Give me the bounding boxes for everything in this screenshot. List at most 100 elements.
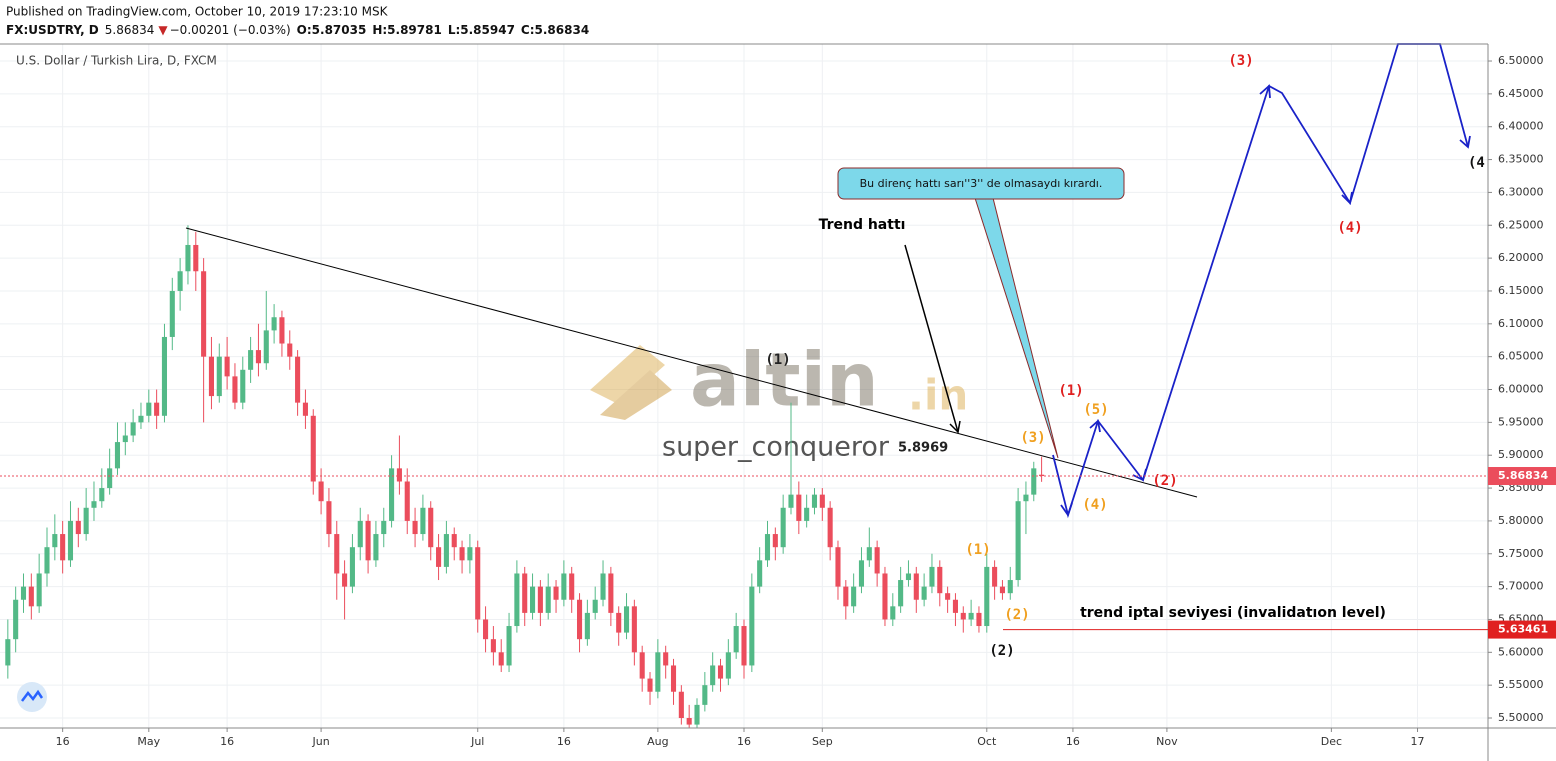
- candle-body: [44, 547, 50, 574]
- candle-body: [295, 356, 301, 403]
- x-tick-label: Dec: [1321, 735, 1342, 748]
- candle-body: [835, 547, 841, 587]
- candle-body: [13, 599, 19, 640]
- price-label-bg: [1488, 467, 1556, 486]
- candle-body: [263, 330, 269, 364]
- candle-body: [733, 626, 739, 653]
- wave-label: (1): [1058, 383, 1083, 399]
- chart-title: U.S. Dollar / Turkish Lira, D, FXCM: [16, 54, 217, 68]
- wave-label: (3): [1228, 53, 1253, 69]
- wave-label: (3): [1020, 430, 1045, 446]
- candle-body: [420, 507, 426, 535]
- candle-body: [52, 534, 58, 548]
- candle-body: [154, 402, 160, 416]
- y-tick-label: 6.10000: [1498, 317, 1544, 330]
- y-tick-label: 6.25000: [1498, 218, 1544, 231]
- x-tick-label: Nov: [1156, 735, 1178, 748]
- candle-body: [663, 652, 669, 666]
- candle-body: [804, 507, 810, 521]
- candle-body: [318, 481, 324, 502]
- wave-label: (4): [1337, 220, 1362, 236]
- candle-body: [404, 481, 410, 521]
- y-tick-label: 5.95000: [1498, 415, 1544, 428]
- candle-body: [631, 606, 637, 653]
- y-tick-label: 5.50000: [1498, 711, 1544, 724]
- candle-body: [717, 665, 724, 679]
- candle-body: [271, 317, 277, 331]
- callout-text: Bu direnç hattı sarı''3'' de olmasaydı k…: [860, 177, 1103, 190]
- candle-body: [655, 652, 661, 692]
- candle-body: [616, 612, 622, 633]
- candle-body: [561, 573, 567, 600]
- wave-label: (1): [965, 542, 990, 558]
- wave-label: (1): [765, 352, 790, 368]
- candle-body: [248, 350, 254, 370]
- candle-body: [522, 573, 528, 613]
- candle-body: [36, 573, 42, 607]
- arrow: ▼: [158, 23, 168, 37]
- candle-body: [811, 494, 818, 508]
- candle-body: [623, 606, 630, 633]
- x-tick-label: Oct: [977, 735, 997, 748]
- candle-body: [201, 271, 207, 357]
- x-tick-label: May: [137, 735, 160, 748]
- candle-body: [905, 573, 912, 581]
- y-tick-label: 6.05000: [1498, 350, 1544, 363]
- candle-body: [874, 547, 880, 574]
- watermark-domain: .in: [908, 371, 968, 420]
- candle-body: [60, 534, 66, 561]
- candle-body: [396, 468, 402, 482]
- candle-body: [694, 704, 700, 725]
- candle-body: [91, 501, 97, 508]
- close: C:5.86834: [521, 23, 589, 37]
- y-tick-label: 5.70000: [1498, 580, 1544, 593]
- candle-body: [670, 665, 677, 692]
- candle-body: [490, 639, 496, 653]
- published: Published on TradingView.com, October 10…: [6, 5, 389, 19]
- candle-body: [130, 422, 136, 436]
- candle-body: [146, 402, 152, 416]
- callout-box: [837, 167, 1125, 200]
- y-tick-label: 6.40000: [1498, 120, 1544, 133]
- candle-body: [122, 435, 128, 443]
- candle-body: [702, 685, 708, 705]
- wave-label: (5): [1083, 402, 1108, 418]
- candle-body: [952, 599, 958, 613]
- candle-body: [1007, 580, 1013, 594]
- candle-body: [255, 350, 261, 364]
- candle-body: [576, 599, 583, 640]
- candle-body: [326, 501, 332, 535]
- candle-body: [412, 520, 418, 535]
- y-tick-label: 6.45000: [1498, 87, 1544, 100]
- candle-body: [788, 494, 794, 508]
- candle-body: [381, 520, 387, 535]
- x-tick-label: Jun: [312, 735, 330, 748]
- candle-body: [436, 547, 442, 567]
- candle-body: [929, 566, 935, 587]
- watermark-price: 5.8969: [898, 441, 948, 456]
- candle-body: [1015, 501, 1021, 581]
- candle-body: [913, 573, 919, 600]
- candle-body: [483, 619, 489, 640]
- candle-body: [710, 665, 716, 686]
- candle-body: [843, 586, 849, 607]
- candle-body: [530, 586, 536, 613]
- candle-body: [334, 534, 340, 574]
- candle-body: [851, 586, 857, 607]
- candle-body: [506, 626, 512, 666]
- watermark-user: super_conqueror: [662, 432, 890, 463]
- arrowhead: [1060, 502, 1073, 517]
- candle-body: [514, 573, 520, 627]
- wave-label: (4: [1468, 155, 1485, 171]
- arrowhead: [1259, 84, 1271, 99]
- candle-body: [984, 566, 990, 627]
- candle-body: [279, 317, 285, 344]
- candle-body: [67, 520, 74, 561]
- high: H:5.89781: [372, 23, 442, 37]
- candle-body: [310, 415, 316, 482]
- candle-body: [819, 494, 825, 508]
- candle-body: [553, 586, 559, 600]
- x-tick-label: 16: [220, 735, 234, 748]
- candle-body: [208, 356, 214, 397]
